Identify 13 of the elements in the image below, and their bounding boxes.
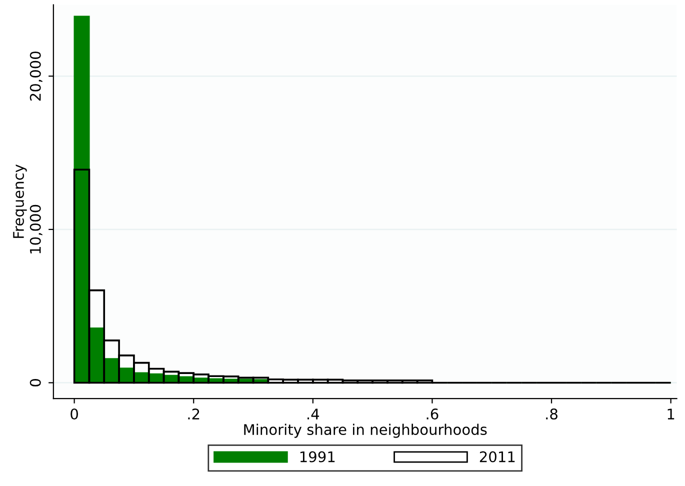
x-tick-label: .6 — [426, 408, 438, 420]
x-tick-label: 1 — [668, 408, 674, 420]
legend-label: 2011 — [480, 451, 515, 462]
x-tick-label: 0 — [70, 408, 78, 420]
y-tick-label: 20,000 — [30, 52, 42, 101]
y-tick-label: 10,000 — [30, 204, 42, 254]
x-tick-label: .8 — [546, 408, 558, 420]
x-axis-title: Minority share in neighbourhoods — [244, 424, 487, 438]
y-tick-label: 0 — [30, 379, 41, 386]
y-axis-title: Frequency — [13, 164, 27, 238]
legend-label: 1991 — [300, 451, 335, 462]
x-tick-label: .2 — [188, 408, 200, 420]
x-tick-label: .4 — [308, 408, 320, 420]
